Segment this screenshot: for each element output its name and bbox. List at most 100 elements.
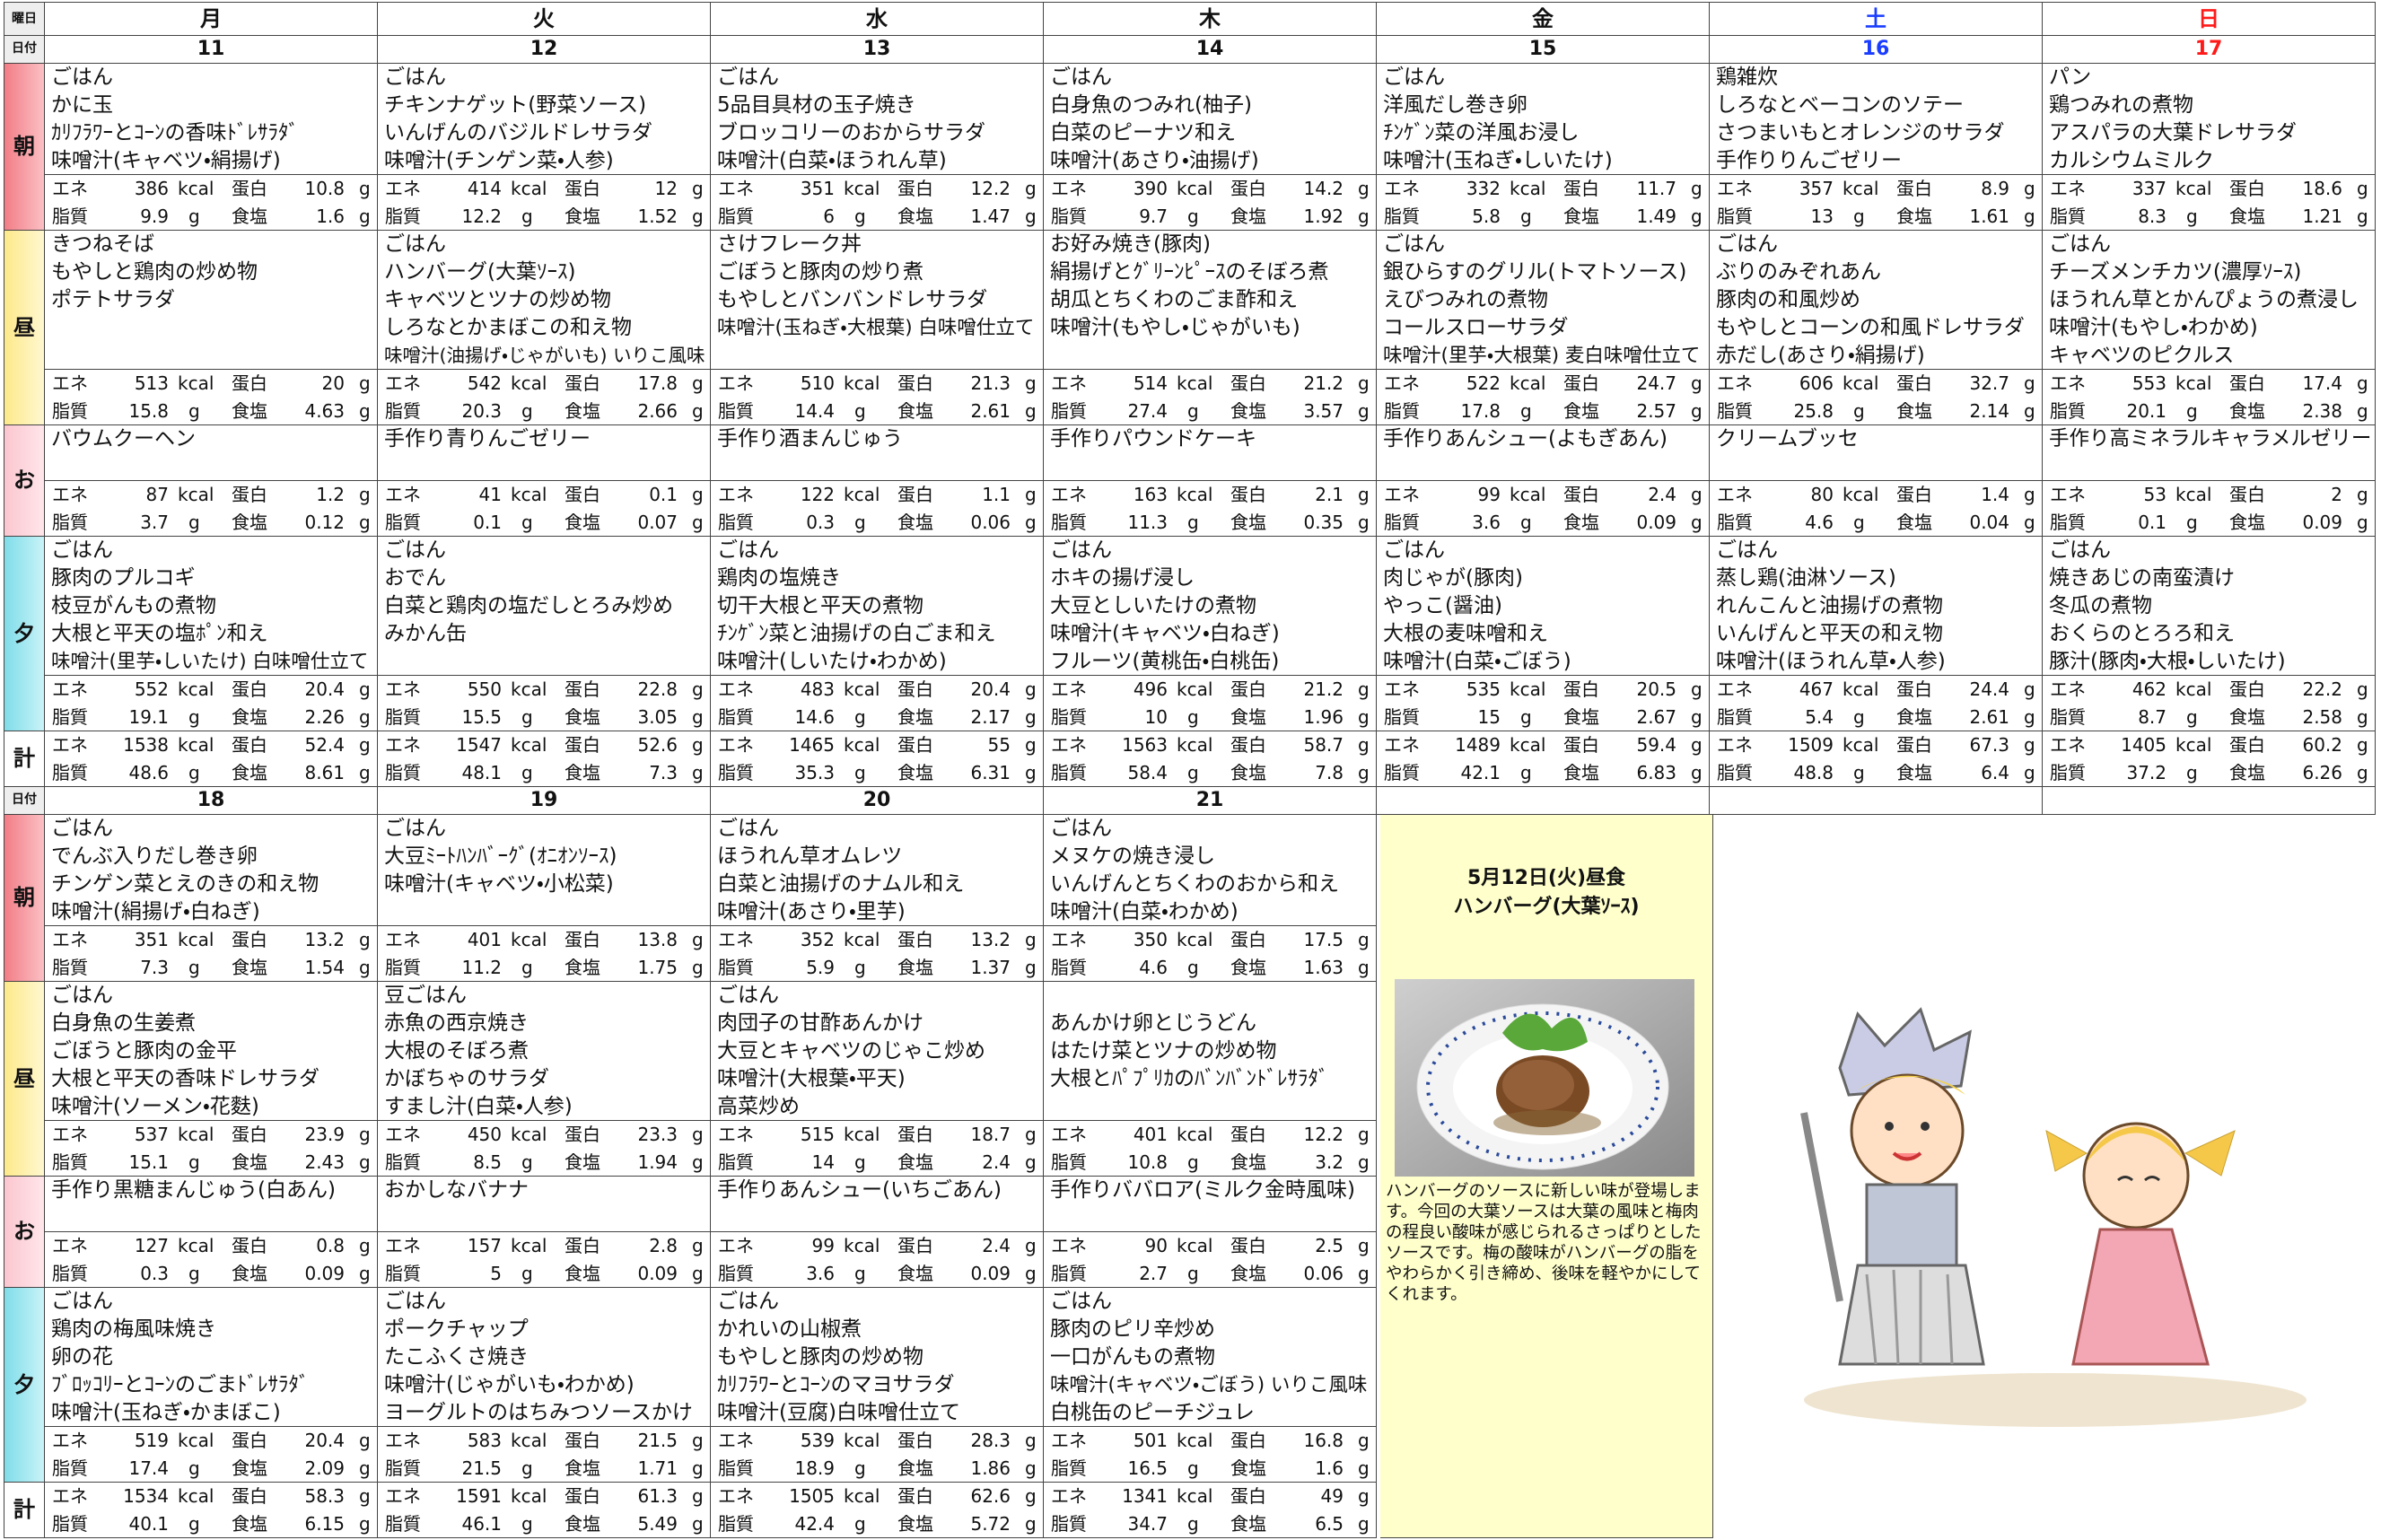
nutrition-unit: kcal xyxy=(511,734,547,756)
nutrition-value: 14.4 xyxy=(794,400,835,422)
nutrition-label: 食塩 xyxy=(2229,762,2265,783)
nutrition-label: 食塩 xyxy=(232,957,267,978)
nutrition-value: 0.09 xyxy=(2302,512,2342,533)
nutrition-value: 157 xyxy=(467,1235,502,1256)
menu-item: 味噌汁(玉ねぎ・しいたけ) xyxy=(1383,149,1613,172)
nutrition-cell: エネ 90 kcal 蛋白 2.5 g 脂質 2.7 g 食塩 0.06 g xyxy=(1044,1232,1377,1288)
nutrition-value: 48.8 xyxy=(1793,762,1834,783)
nutrition-label: エネ xyxy=(1384,484,1420,505)
nutrition-cell: エネ 1341 kcal 蛋白 49 g 脂質 34.7 g 食塩 6.5 g xyxy=(1044,1483,1377,1538)
nutrition-label: 食塩 xyxy=(1230,1263,1266,1284)
nutrition-label: 脂質 xyxy=(1717,706,1753,728)
menu-item: 鶏雑炊 xyxy=(1716,66,1778,89)
meal-label: 昼 xyxy=(4,231,45,425)
nutrition-unit: kcal xyxy=(1843,484,1879,505)
menu-item: ぶりのみぞれあん xyxy=(1716,260,1881,284)
nutrition-value: 20.5 xyxy=(1636,678,1676,700)
nutrition-value: 522 xyxy=(1466,372,1501,394)
nutrition-label: 脂質 xyxy=(718,762,754,783)
nutrition-value: 35.3 xyxy=(794,762,835,783)
nutrition-unit: g xyxy=(1853,400,1865,422)
nutrition-label: 食塩 xyxy=(2229,206,2265,227)
nutrition-value: 583 xyxy=(467,1430,502,1451)
weekday-header: 土 xyxy=(1710,2,2043,36)
nutrition-value: 34.7 xyxy=(1127,1513,1168,1535)
nutrition-label: エネ xyxy=(1051,678,1087,700)
menu-item: 肉じゃが(豚肉) xyxy=(1383,566,1523,590)
menu-item: 赤だし(あさり・絹揚げ) xyxy=(1716,344,1925,367)
menu-item: もやしと鶏肉の炒め物 xyxy=(51,260,258,284)
nutrition-label: エネ xyxy=(718,1124,754,1145)
nutrition-label: 脂質 xyxy=(1384,512,1420,533)
nutrition-unit: g xyxy=(1025,762,1037,783)
menu-item: ブロッコリーのおからサラダ xyxy=(717,121,985,144)
nutrition-value: 42.1 xyxy=(1460,762,1501,783)
menu-item: ごはん xyxy=(1050,538,1112,562)
nutrition-unit: g xyxy=(2024,178,2035,199)
date-cell: 19 xyxy=(378,787,711,815)
nutrition-unit: g xyxy=(692,1124,704,1145)
nutrition-value: 11.7 xyxy=(1636,178,1676,199)
nutrition-unit: g xyxy=(2024,372,2035,394)
meal-label: 朝 xyxy=(4,64,45,231)
menu-item: 味噌汁(キャベツ・小松菜) xyxy=(384,872,614,896)
menu-item: 白菜のピーナツ和え xyxy=(1050,121,1236,144)
nutrition-unit: kcal xyxy=(1843,372,1879,394)
nutrition-unit: g xyxy=(1025,484,1037,505)
nutrition-value: 14.6 xyxy=(794,706,835,728)
nutrition-label: 蛋白 xyxy=(1230,929,1266,950)
menu-item: ホキの揚げ浸し xyxy=(1050,566,1195,590)
nutrition-unit: g xyxy=(692,1151,704,1173)
nutrition-label: 蛋白 xyxy=(2229,372,2265,394)
menu-cell: ごはん チキンナゲット(野菜ソース) いんげんのバジルドレサラダ 味噌汁(チンゲン菜・… xyxy=(378,64,711,175)
menu-item: 味噌汁(油揚げ・じゃがいも) いりこ風味 xyxy=(384,345,705,366)
nutrition-unit: kcal xyxy=(844,1430,880,1451)
nutrition-unit: g xyxy=(1025,178,1037,199)
nutrition-value: 9.7 xyxy=(1139,206,1168,227)
nutrition-value: 22.2 xyxy=(2302,678,2342,700)
nutrition-unit: kcal xyxy=(844,678,880,700)
menu-cell: パン 鶏つみれの煮物 アスパラの大葉ドレサラダ カルシウムミルク xyxy=(2043,64,2376,175)
menu-item: おくらのとろろ和え xyxy=(2049,622,2235,645)
nutrition-unit: kcal xyxy=(511,484,547,505)
nutrition-value: 1.37 xyxy=(970,957,1011,978)
nutrition-value: 2.58 xyxy=(2302,706,2342,728)
nutrition-unit: kcal xyxy=(2175,734,2212,756)
nutrition-label: 蛋白 xyxy=(565,484,600,505)
nutrition-label: 蛋白 xyxy=(897,1430,933,1451)
menu-cell: クリームブッセ xyxy=(1710,425,2043,481)
nutrition-cell: エネ 99 kcal 蛋白 2.4 g 脂質 3.6 g 食塩 0.09 g xyxy=(1377,481,1710,537)
nutrition-label: 食塩 xyxy=(897,1457,933,1479)
nutrition-unit: kcal xyxy=(1177,1430,1213,1451)
nutrition-label: 脂質 xyxy=(1384,762,1420,783)
nutrition-label: エネ xyxy=(385,734,421,756)
nutrition-unit: g xyxy=(521,512,533,533)
nutrition-unit: g xyxy=(2024,734,2035,756)
nutrition-unit: kcal xyxy=(844,484,880,505)
menu-item: 豆ごはん xyxy=(384,984,467,1007)
nutrition-value: 539 xyxy=(800,1430,835,1451)
nutrition-value: 8.3 xyxy=(2138,206,2167,227)
nutrition-label: 蛋白 xyxy=(565,372,600,394)
menu-item: カルシウムミルク xyxy=(2049,149,2214,172)
nutrition-unit: g xyxy=(692,734,704,756)
nutrition-cell: エネ 1591 kcal 蛋白 61.3 g 脂質 46.1 g 食塩 5.49 g xyxy=(378,1483,711,1538)
nutrition-cell: エネ 515 kcal 蛋白 18.7 g 脂質 14 g 食塩 2.4 g xyxy=(711,1121,1044,1177)
nutrition-label: 蛋白 xyxy=(1230,1485,1266,1507)
nutrition-unit: kcal xyxy=(178,178,214,199)
nutrition-value: 20.1 xyxy=(2126,400,2167,422)
nutrition-cell: エネ 357 kcal 蛋白 8.9 g 脂質 13 g 食塩 1.61 g xyxy=(1710,175,2043,231)
menu-item: 鶏つみれの煮物 xyxy=(2049,93,2193,117)
nutrition-value: 16.8 xyxy=(1303,1430,1344,1451)
menu-item: ポテトサラダ xyxy=(51,288,175,311)
menu-item: ごはん xyxy=(1716,538,1778,562)
menu-item: 味噌汁(ほうれん草・人参) xyxy=(1716,650,1946,673)
menu-cell: ごはん ハンバーグ(大葉ｿｰｽ) キャベツとツナの炒め物 しろなとかまぼこの和え物 味噌… xyxy=(378,231,711,370)
nutrition-value: 2.7 xyxy=(1139,1263,1168,1284)
nutrition-value: 3.7 xyxy=(140,512,169,533)
nutrition-unit: g xyxy=(1853,206,1865,227)
meal-label: 夕 xyxy=(4,1288,45,1483)
nutrition-value: 1.94 xyxy=(637,1151,678,1173)
menu-cell: おかしなバナナ xyxy=(378,1177,711,1232)
nutrition-cell: エネ 510 kcal 蛋白 21.3 g 脂質 14.4 g 食塩 2.61 g xyxy=(711,370,1044,425)
